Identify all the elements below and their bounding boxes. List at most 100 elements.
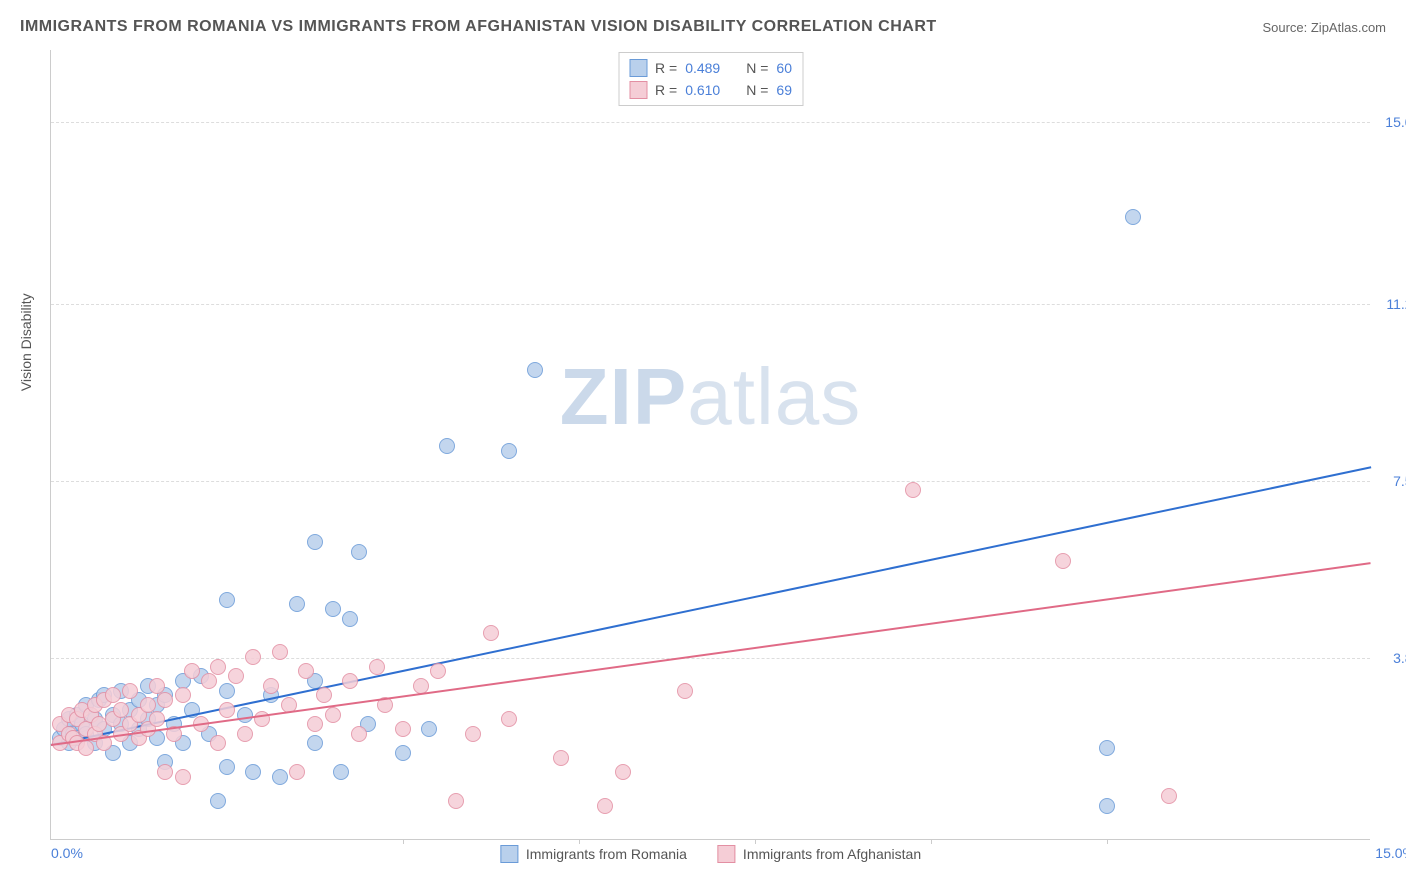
- x-tick-label: 0.0%: [51, 845, 83, 861]
- r-value-afghanistan: 0.610: [685, 82, 720, 98]
- scatter-point: [325, 601, 341, 617]
- scatter-point: [369, 659, 385, 675]
- plot-area: ZIPatlas R = 0.489 N = 60 R = 0.610 N = …: [50, 50, 1370, 840]
- legend-label: Immigrants from Afghanistan: [743, 846, 921, 862]
- legend-swatch-afghanistan: [717, 845, 735, 863]
- scatter-point: [263, 678, 279, 694]
- scatter-point: [272, 644, 288, 660]
- scatter-point: [677, 683, 693, 699]
- scatter-point: [1099, 740, 1115, 756]
- scatter-point: [140, 697, 156, 713]
- n-label: N =: [746, 60, 768, 76]
- scatter-point: [245, 764, 261, 780]
- watermark: ZIPatlas: [560, 351, 861, 443]
- scatter-point: [122, 683, 138, 699]
- scatter-point: [421, 721, 437, 737]
- watermark-rest: atlas: [687, 352, 861, 441]
- legend-stats: R = 0.489 N = 60 R = 0.610 N = 69: [618, 52, 803, 106]
- y-tick-label: 15.0%: [1375, 114, 1406, 130]
- scatter-point: [184, 663, 200, 679]
- legend-stats-row: R = 0.489 N = 60: [629, 57, 792, 79]
- n-value-afghanistan: 69: [776, 82, 792, 98]
- scatter-point: [219, 702, 235, 718]
- scatter-point: [615, 764, 631, 780]
- scatter-point: [351, 726, 367, 742]
- scatter-point: [1161, 788, 1177, 804]
- scatter-point: [237, 707, 253, 723]
- scatter-point: [395, 745, 411, 761]
- y-tick-label: 11.2%: [1375, 296, 1406, 312]
- scatter-point: [149, 678, 165, 694]
- gridline-horizontal: [51, 122, 1370, 123]
- scatter-point: [272, 769, 288, 785]
- y-tick-label: 3.8%: [1375, 650, 1406, 666]
- scatter-point: [175, 687, 191, 703]
- scatter-point: [210, 735, 226, 751]
- scatter-point: [175, 769, 191, 785]
- scatter-point: [439, 438, 455, 454]
- scatter-point: [157, 692, 173, 708]
- scatter-point: [210, 793, 226, 809]
- watermark-bold: ZIP: [560, 352, 687, 441]
- chart-title: IMMIGRANTS FROM ROMANIA VS IMMIGRANTS FR…: [20, 18, 937, 36]
- scatter-point: [316, 687, 332, 703]
- scatter-point: [201, 673, 217, 689]
- source-attribution: Source: ZipAtlas.com: [1262, 20, 1386, 35]
- scatter-point: [237, 726, 253, 742]
- legend-series: Immigrants from Romania Immigrants from …: [500, 845, 921, 863]
- scatter-point: [1125, 209, 1141, 225]
- n-value-romania: 60: [776, 60, 792, 76]
- y-tick-label: 7.5%: [1375, 473, 1406, 489]
- scatter-point: [219, 683, 235, 699]
- scatter-point: [307, 716, 323, 732]
- scatter-point: [342, 611, 358, 627]
- scatter-point: [219, 759, 235, 775]
- scatter-point: [210, 659, 226, 675]
- scatter-point: [501, 711, 517, 727]
- legend-item-romania: Immigrants from Romania: [500, 845, 687, 863]
- scatter-point: [465, 726, 481, 742]
- scatter-point: [905, 482, 921, 498]
- scatter-point: [298, 663, 314, 679]
- legend-swatch-afghanistan: [629, 81, 647, 99]
- scatter-point: [325, 707, 341, 723]
- gridline-horizontal: [51, 304, 1370, 305]
- scatter-point: [527, 362, 543, 378]
- scatter-point: [1055, 553, 1071, 569]
- x-tick-mark: [931, 839, 932, 844]
- scatter-point: [342, 673, 358, 689]
- y-axis-label: Vision Disability: [18, 293, 34, 391]
- scatter-point: [219, 592, 235, 608]
- scatter-point: [1099, 798, 1115, 814]
- legend-stats-row: R = 0.610 N = 69: [629, 79, 792, 101]
- legend-swatch-romania: [500, 845, 518, 863]
- scatter-point: [228, 668, 244, 684]
- r-value-romania: 0.489: [685, 60, 720, 76]
- x-tick-mark: [579, 839, 580, 844]
- scatter-point: [395, 721, 411, 737]
- x-tick-mark: [1107, 839, 1108, 844]
- r-label: R =: [655, 82, 677, 98]
- gridline-horizontal: [51, 481, 1370, 482]
- n-label: N =: [746, 82, 768, 98]
- scatter-point: [289, 596, 305, 612]
- legend-swatch-romania: [629, 59, 647, 77]
- scatter-point: [333, 764, 349, 780]
- scatter-point: [430, 663, 446, 679]
- scatter-point: [307, 735, 323, 751]
- scatter-point: [307, 534, 323, 550]
- r-label: R =: [655, 60, 677, 76]
- scatter-point: [149, 711, 165, 727]
- trend-line: [51, 467, 1371, 747]
- scatter-point: [289, 764, 305, 780]
- legend-label: Immigrants from Romania: [526, 846, 687, 862]
- x-tick-label: 15.0%: [1375, 845, 1406, 861]
- scatter-point: [483, 625, 499, 641]
- scatter-point: [113, 702, 129, 718]
- scatter-point: [78, 740, 94, 756]
- x-tick-mark: [403, 839, 404, 844]
- scatter-point: [105, 687, 121, 703]
- scatter-point: [553, 750, 569, 766]
- scatter-point: [501, 443, 517, 459]
- scatter-point: [157, 764, 173, 780]
